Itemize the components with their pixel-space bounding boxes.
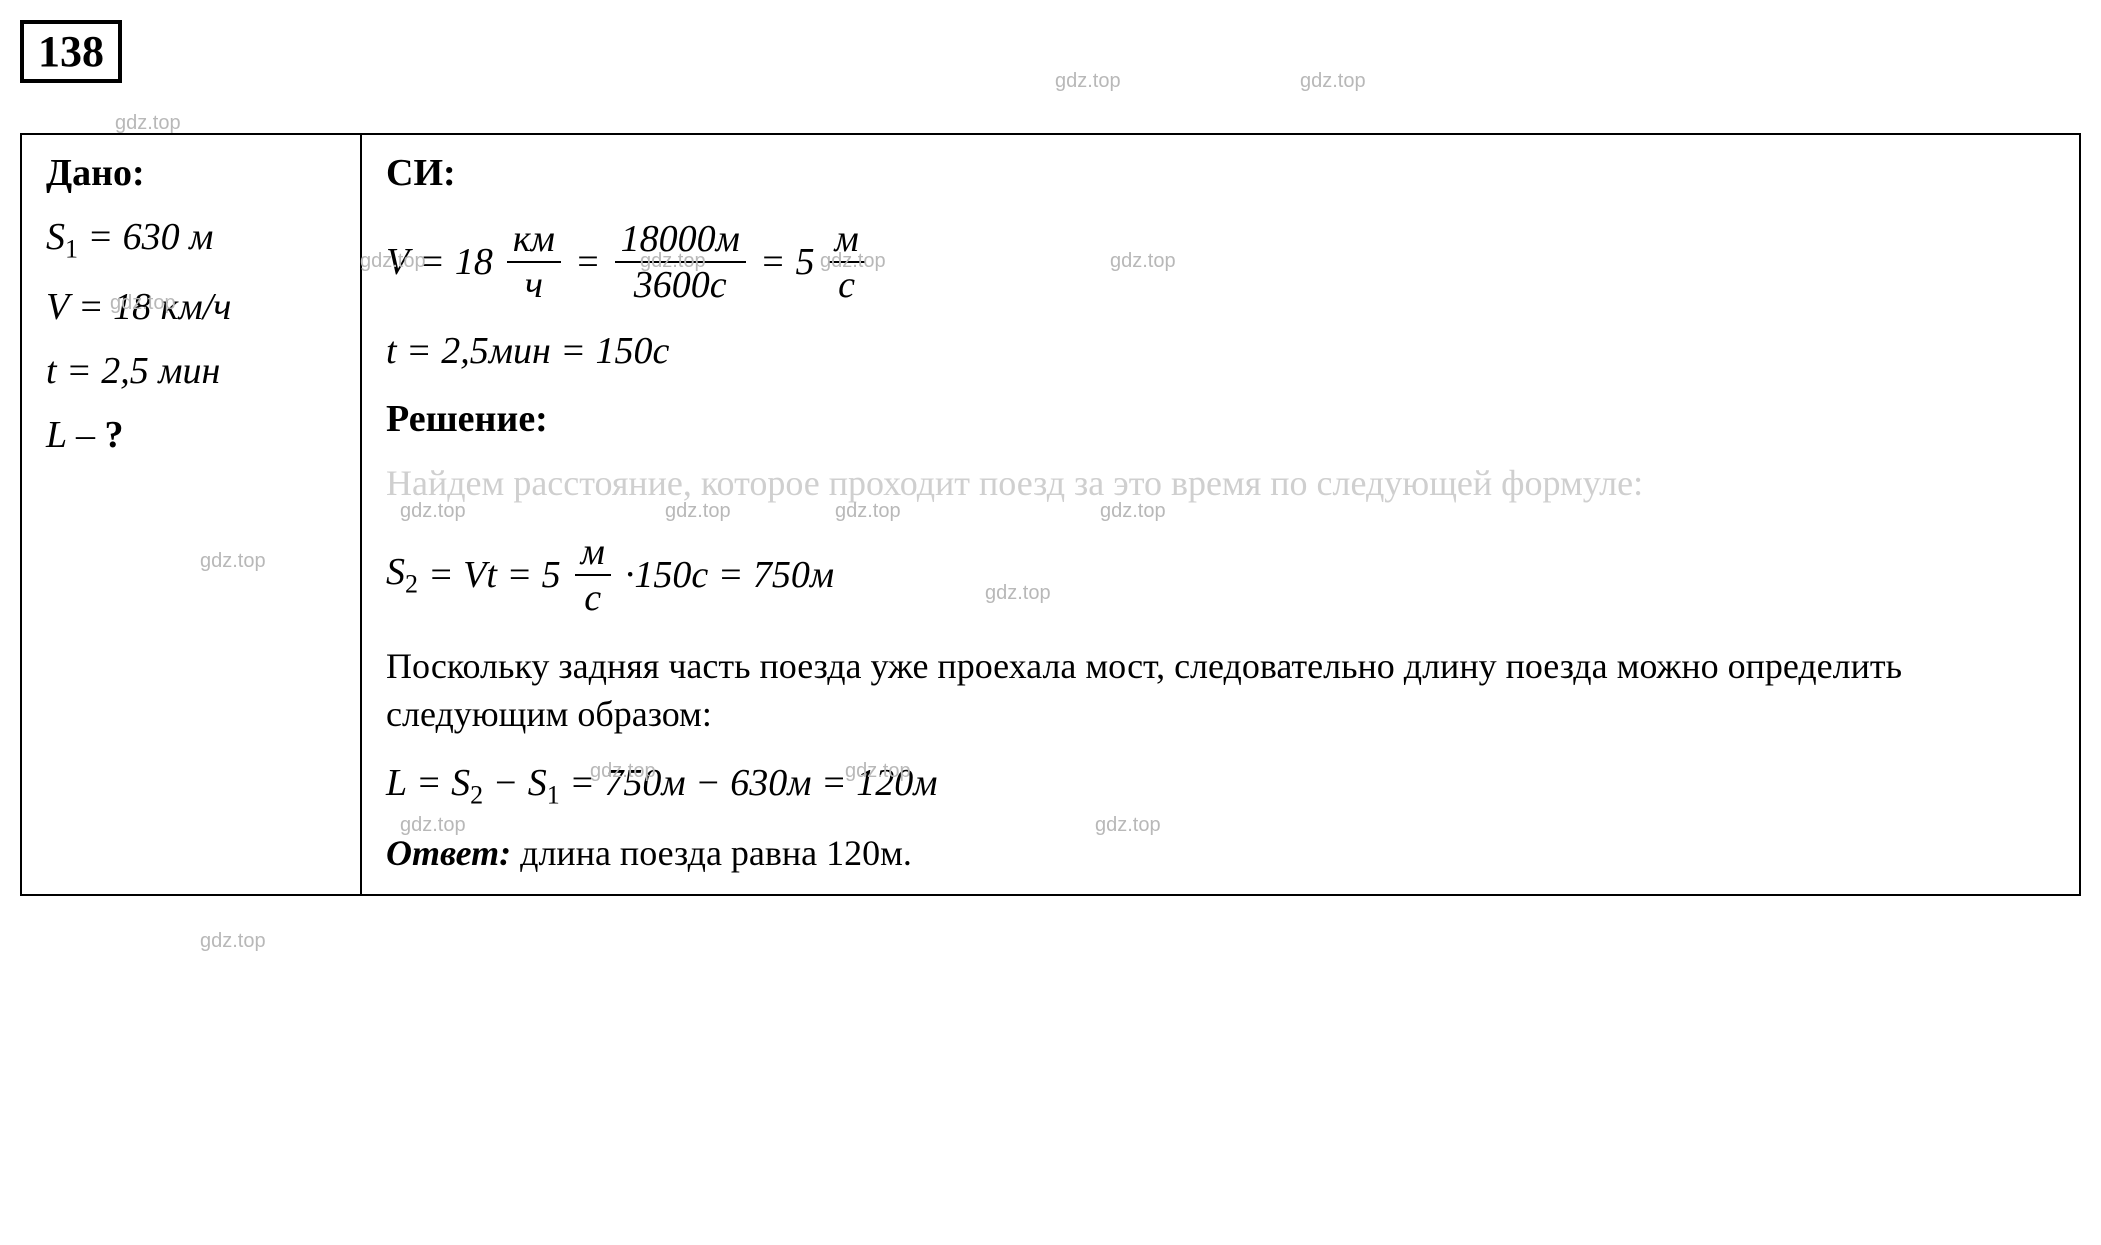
si-f1-frac2-num: 18000м — [615, 217, 746, 263]
answer-line: Ответ: длина поезда равна 120м. — [386, 832, 2055, 874]
solution-text-1: Найдем расстояние, которое проходит поез… — [386, 459, 2055, 508]
given-lines: S1 = 630 м V = 18 км/ч t = 2,5 мин L – ? — [46, 215, 336, 457]
si-f1-frac3-den: с — [832, 263, 861, 307]
si-f1-frac3-num: м — [828, 217, 864, 263]
answer-label: Ответ: — [386, 833, 511, 873]
si-f1-frac1-den: ч — [519, 263, 549, 307]
si-f1-eq1: = — [419, 240, 445, 284]
watermark-2: gdz.top — [115, 112, 181, 135]
si-f1-whole1: 18 — [455, 240, 493, 284]
si-f1-lhs: V — [386, 240, 409, 284]
page-root: 138 gdz.topgdz.topgdz.topgdz.topgdz.topg… — [20, 20, 2081, 896]
given-cell: Дано: S1 = 630 м V = 18 км/ч t = 2,5 мин L … — [21, 134, 361, 895]
sol-f1-tail: ·150с = 750м — [625, 553, 834, 597]
si-f1-whole3: 5 — [795, 240, 814, 284]
si-heading: СИ: — [386, 151, 2055, 195]
si-f1-frac1: км ч — [507, 217, 561, 307]
si-formula-2: t = 2,5мин = 150с — [386, 329, 2055, 373]
si-f1-frac3: м с — [828, 217, 864, 307]
si-f1-frac1-num: км — [507, 217, 561, 263]
sol-f1-frac-num: м — [575, 530, 611, 576]
solution-formula-1: S2 = Vt = 5 м с ·150с = 750м — [386, 530, 2055, 620]
si-formula-1: V = 18 км ч = 18000м 3600с = 5 м — [386, 217, 2055, 307]
watermark-18: gdz.top — [200, 930, 266, 953]
si-f1-eq2: = — [575, 240, 601, 284]
given-line-0: S1 = 630 м — [46, 215, 336, 265]
si-f1-eq3: = — [760, 240, 786, 284]
watermark-0: gdz.top — [1055, 70, 1121, 93]
solution-heading: Решение: — [386, 397, 2055, 441]
sol-f1-frac: м с — [575, 530, 611, 620]
given-line-2: t = 2,5 мин — [46, 349, 336, 393]
problem-number-text: 138 — [38, 27, 104, 76]
solution-table: Дано: S1 = 630 м V = 18 км/ч t = 2,5 мин L … — [20, 133, 2081, 896]
sol-f1-frac-den: с — [578, 576, 607, 620]
given-heading: Дано: — [46, 151, 336, 195]
si-f1-frac2-den: 3600с — [628, 263, 733, 307]
solution-text-2: Поскольку задняя часть поезда уже проеха… — [386, 642, 2055, 739]
problem-number-box: 138 — [20, 20, 122, 83]
solution-formula-2: L = S2 − S1 = 750м − 630м = 120м — [386, 761, 2055, 811]
given-line-1: V = 18 км/ч — [46, 285, 336, 329]
si-f2-text: t = 2,5мин = 150с — [386, 329, 669, 373]
sol-f2-text: L = S2 − S1 = 750м − 630м = 120м — [386, 761, 937, 811]
si-f1-frac2: 18000м 3600с — [615, 217, 746, 307]
sol-f1-mid: = Vt = 5 — [428, 553, 561, 597]
solution-cell: СИ: V = 18 км ч = 18000м 3600с = 5 — [361, 134, 2080, 895]
watermark-1: gdz.top — [1300, 70, 1366, 93]
given-line-3: L – ? — [46, 413, 336, 457]
answer-text: длина поезда равна 120м. — [511, 833, 912, 873]
sol-f1-lhs: S2 — [386, 550, 418, 600]
